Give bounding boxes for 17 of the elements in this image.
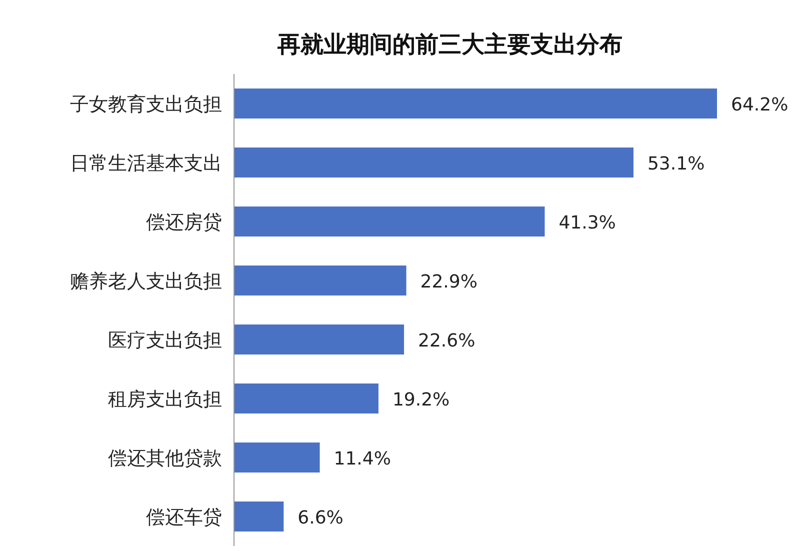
data-label: 64.2% xyxy=(731,94,788,116)
data-label: 19.2% xyxy=(392,390,450,410)
data-label: 41.3% xyxy=(558,212,616,234)
category-label: 偿还其他贷款 xyxy=(108,448,222,470)
data-label: 22.6% xyxy=(418,330,476,352)
category-label: 偿还房贷 xyxy=(146,212,222,234)
data-label: 22.9% xyxy=(420,272,478,292)
category-label: 赡养老人支出负担 xyxy=(70,270,222,292)
category-label: 租房支出负担 xyxy=(108,388,222,410)
data-label: 11.4% xyxy=(334,448,391,470)
category-label: 偿还车贷 xyxy=(146,506,222,528)
category-label: 医疗支出负担 xyxy=(108,330,222,352)
data-label: 6.6% xyxy=(298,508,344,528)
data-label: 53.1% xyxy=(648,154,705,174)
title: 再就业期间的前三大主要支出分布 xyxy=(278,32,622,58)
category-label: 日常生活基本支出 xyxy=(70,152,222,174)
category-label: 子女教育支出负担 xyxy=(70,94,222,116)
